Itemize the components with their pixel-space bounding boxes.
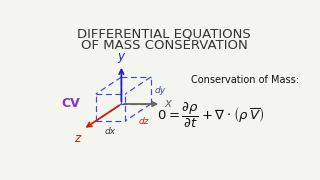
Text: dx: dx	[105, 127, 116, 136]
Text: CV: CV	[62, 98, 80, 111]
Text: dy: dy	[155, 86, 166, 95]
Text: OF MASS CONSERVATION: OF MASS CONSERVATION	[81, 39, 247, 51]
Text: dz: dz	[138, 117, 149, 126]
Text: y: y	[117, 50, 124, 63]
Text: Conservation of Mass:: Conservation of Mass:	[191, 75, 299, 86]
Text: z: z	[74, 132, 80, 145]
Text: x: x	[164, 98, 171, 111]
Text: $0 = \dfrac{\partial \rho}{\partial t} + \nabla \cdot \left(\rho\,\overline{V}\r: $0 = \dfrac{\partial \rho}{\partial t} +…	[157, 101, 264, 130]
Text: DIFFERENTIAL EQUATIONS: DIFFERENTIAL EQUATIONS	[77, 28, 251, 41]
